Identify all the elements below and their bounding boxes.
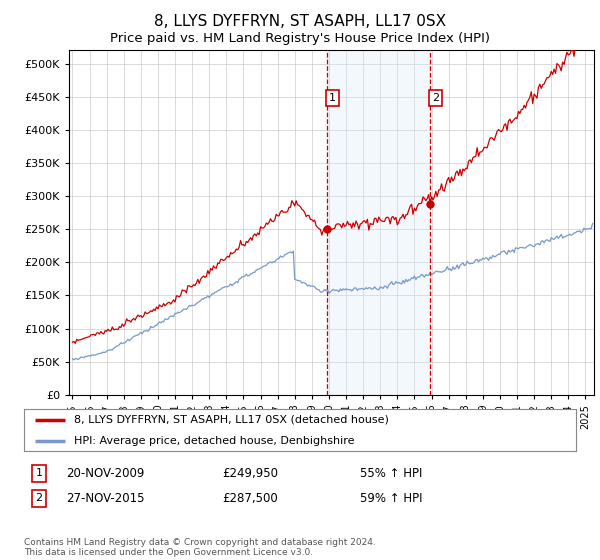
Text: £249,950: £249,950: [222, 466, 278, 480]
Text: 27-NOV-2015: 27-NOV-2015: [66, 492, 145, 505]
Text: 2: 2: [432, 93, 439, 103]
Text: 8, LLYS DYFFRYN, ST ASAPH, LL17 0SX: 8, LLYS DYFFRYN, ST ASAPH, LL17 0SX: [154, 14, 446, 29]
Text: 55% ↑ HPI: 55% ↑ HPI: [360, 466, 422, 480]
Text: 1: 1: [329, 93, 335, 103]
Bar: [327, 50, 430, 395]
Text: £287,500: £287,500: [222, 492, 278, 505]
Text: 59% ↑ HPI: 59% ↑ HPI: [360, 492, 422, 505]
Text: HPI: Average price, detached house, Denbighshire: HPI: Average price, detached house, Denb…: [74, 436, 354, 446]
Text: 8, LLYS DYFFRYN, ST ASAPH, LL17 0SX (detached house): 8, LLYS DYFFRYN, ST ASAPH, LL17 0SX (det…: [74, 415, 389, 424]
Text: 20-NOV-2009: 20-NOV-2009: [66, 466, 145, 480]
Text: Price paid vs. HM Land Registry's House Price Index (HPI): Price paid vs. HM Land Registry's House …: [110, 32, 490, 45]
Text: Contains HM Land Registry data © Crown copyright and database right 2024.
This d: Contains HM Land Registry data © Crown c…: [24, 538, 376, 557]
Text: 2: 2: [35, 493, 43, 503]
Text: 1: 1: [35, 468, 43, 478]
